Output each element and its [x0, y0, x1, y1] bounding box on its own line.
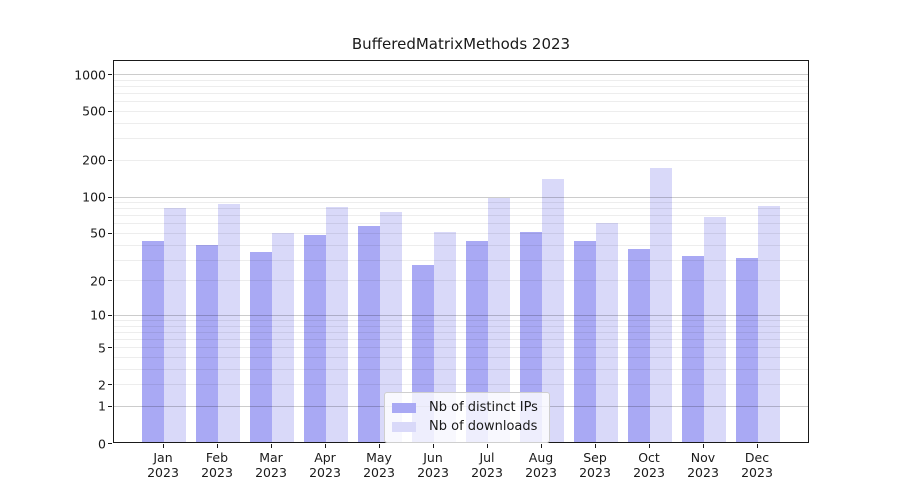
x-tick-label: Feb 2023	[201, 450, 233, 480]
y-tick-mark	[108, 314, 112, 316]
x-tick-mark	[595, 444, 596, 448]
x-tick-label: Apr 2023	[309, 450, 341, 480]
legend: Nb of distinct IPs Nb of downloads	[384, 392, 550, 443]
legend-label-distinct-ips: Nb of distinct IPs	[429, 400, 538, 415]
y-tick-mark	[108, 196, 112, 198]
x-tick-mark	[271, 444, 272, 448]
x-tick-label: Jun 2023	[417, 450, 449, 480]
y-tick-label: 1000	[74, 67, 106, 82]
y-tick-label: 20	[90, 273, 106, 289]
y-tick-mark	[108, 280, 112, 282]
y-tick-mark	[108, 384, 112, 386]
y-tick-label: 50	[90, 225, 106, 241]
chart-title: BufferedMatrixMethods 2023	[351, 35, 571, 53]
x-tick-label: Mar 2023	[255, 450, 287, 480]
x-tick-label: Aug 2023	[525, 450, 557, 480]
x-tick-mark	[325, 444, 326, 448]
y-tick-mark	[108, 443, 112, 444]
y-tick-label: 10	[90, 307, 106, 323]
y-tick-label: 200	[82, 152, 106, 168]
x-tick-mark	[541, 444, 542, 448]
y-tick-label: 500	[82, 103, 106, 119]
x-tick-mark	[379, 444, 380, 448]
x-tick-label: Oct 2023	[633, 450, 665, 480]
y-tick-mark	[108, 405, 112, 407]
y-tick-mark	[108, 232, 112, 234]
x-tick-label: Jan 2023	[147, 450, 179, 480]
x-tick-mark	[433, 444, 434, 448]
y-tick-mark	[108, 159, 112, 161]
x-tick-mark	[703, 444, 704, 448]
y-tick-label: 100	[82, 189, 106, 205]
x-tick-label: Nov 2023	[687, 450, 719, 480]
x-tick-mark	[487, 444, 488, 448]
x-tick-label: May 2023	[363, 450, 395, 480]
legend-swatch-downloads	[392, 421, 416, 432]
legend-swatch-distinct-ips	[392, 402, 416, 413]
y-tick-label: 5	[98, 340, 106, 356]
legend-row-downloads: Nb of downloads	[392, 417, 538, 436]
x-tick-label: Dec 2023	[741, 450, 773, 480]
y-tick-label: 0	[98, 436, 106, 451]
x-tick-label: Jul 2023	[471, 450, 503, 480]
x-tick-mark	[649, 444, 650, 448]
x-tick-label: Sep 2023	[579, 450, 611, 480]
y-tick-label: 1	[98, 398, 106, 414]
y-tick-mark	[108, 347, 112, 349]
x-tick-mark	[217, 444, 218, 448]
x-tick-mark	[163, 444, 164, 448]
legend-label-downloads: Nb of downloads	[429, 419, 538, 434]
y-tick-mark	[108, 110, 112, 112]
x-tick-mark	[757, 444, 758, 448]
y-tick-label: 2	[98, 377, 106, 393]
legend-row-distinct-ips: Nb of distinct IPs	[392, 398, 538, 417]
plot-frame	[113, 60, 809, 443]
y-tick-mark	[108, 74, 112, 75]
